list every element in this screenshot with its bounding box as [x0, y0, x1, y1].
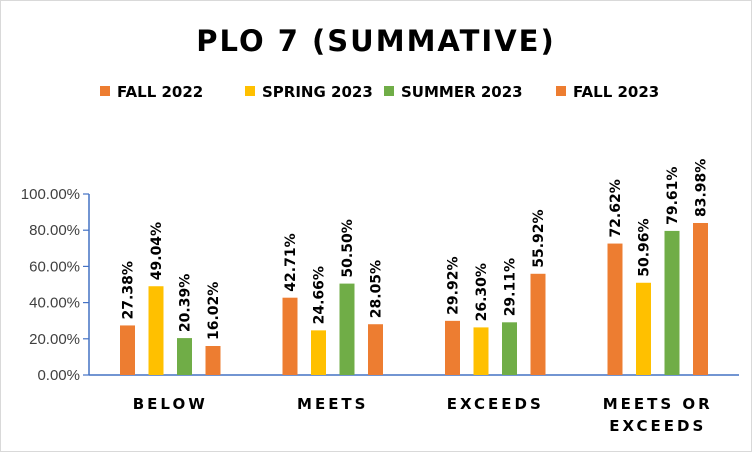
legend-swatch-3	[556, 86, 566, 96]
y-tick-label-3: 60.00%	[29, 258, 80, 275]
data-label-2-3: 79.61%	[665, 167, 681, 225]
legend-label-1: SPRING 2023	[262, 83, 373, 101]
y-tick-label-5: 100.00%	[21, 186, 80, 203]
chart-title: PLO 7 (SUMMATIVE)	[196, 24, 555, 58]
legend-label-2: SUMMER 2023	[401, 83, 523, 101]
bar-2-3	[664, 230, 680, 375]
data-label-0-3: 72.62%	[608, 179, 624, 237]
data-label-1-2: 26.30%	[474, 263, 490, 321]
x-category-label-2: EXCEEDS	[447, 395, 544, 413]
data-label-3-3: 83.98%	[694, 159, 710, 217]
y-tick-label-4: 80.00%	[29, 222, 80, 239]
y-tick-label-2: 40.00%	[29, 295, 80, 312]
data-label-3-0: 16.02%	[206, 282, 222, 340]
bar-0-3	[607, 243, 623, 375]
x-category-label-0: BELOW	[133, 395, 208, 413]
data-label-2-0: 20.39%	[178, 274, 194, 332]
x-category-line-0-0: BELOW	[133, 395, 208, 413]
bar-3-2	[530, 273, 546, 375]
x-category-line-3-0: MEETS OR	[603, 395, 713, 413]
x-axis: BELOW MEETS EXCEEDS MEETS OR EXCEEDS	[89, 374, 739, 435]
data-label-0-2: 29.92%	[446, 257, 462, 315]
data-label-1-1: 24.66%	[312, 266, 328, 324]
data-label-0-1: 42.71%	[283, 233, 299, 291]
data-label-1-0: 49.04%	[149, 222, 165, 280]
bar-3-3	[693, 222, 708, 375]
bar-0-2	[445, 320, 460, 375]
data-labels: 27.38% 49.04% 20.39% 16.02% 42.71% 24.66% 50.5…	[121, 159, 710, 340]
bar-1-3	[636, 282, 651, 375]
bar-1-0	[148, 286, 164, 375]
data-label-2-1: 50.50%	[340, 219, 356, 277]
bar-3-0	[205, 346, 221, 375]
bar-2-1	[339, 283, 355, 375]
bar-1-1	[311, 330, 326, 375]
data-label-1-3: 50.96%	[637, 218, 653, 276]
bar-0-1	[282, 297, 298, 375]
y-axis: 0.00% 20.00% 40.00% 60.00% 80.00% 100.00%	[21, 186, 90, 384]
data-label-2-2: 29.11%	[503, 258, 519, 316]
legend: FALL 2022 SPRING 2023 SUMMER 2023 FALL 2023	[100, 83, 659, 101]
bar-2-0	[177, 338, 192, 375]
x-category-label-1: MEETS	[297, 395, 368, 413]
bar-3-1	[368, 324, 383, 375]
x-category-line-1-0: MEETS	[297, 395, 368, 413]
data-label-3-2: 55.92%	[531, 209, 547, 267]
legend-swatch-1	[245, 86, 255, 96]
x-category-line-2-0: EXCEEDS	[447, 395, 544, 413]
legend-label-3: FALL 2023	[573, 83, 659, 101]
y-tick-label-0: 0.00%	[37, 367, 80, 384]
y-tick-label-1: 20.00%	[29, 331, 80, 348]
x-category-line-3-1: EXCEEDS	[609, 417, 706, 435]
bar-0-0	[120, 325, 135, 375]
legend-label-0: FALL 2022	[117, 83, 203, 101]
legend-swatch-0	[100, 86, 110, 96]
x-category-label-3: MEETS OR EXCEEDS	[603, 395, 713, 435]
legend-swatch-2	[384, 86, 394, 96]
data-label-3-1: 28.05%	[369, 260, 385, 318]
bar-2-2	[502, 322, 517, 375]
bars	[120, 222, 708, 375]
data-label-0-0: 27.38%	[121, 261, 137, 319]
bar-1-2	[473, 327, 489, 375]
